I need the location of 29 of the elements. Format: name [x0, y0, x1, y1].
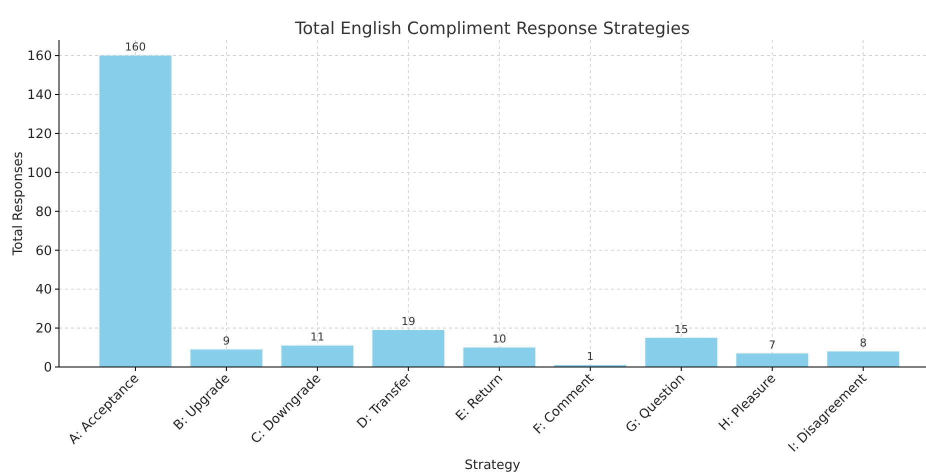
bar	[281, 346, 354, 367]
data-label: 160	[124, 40, 146, 54]
y-tick-label: 40	[35, 282, 52, 298]
data-label: 8	[860, 336, 867, 350]
data-label: 19	[401, 315, 416, 328]
y-tick-label: 60	[35, 244, 52, 259]
y-tick-label: 120	[27, 126, 52, 142]
bar	[190, 349, 262, 367]
y-tick-label: 80	[35, 204, 52, 220]
bar	[827, 351, 900, 367]
data-label: 11	[310, 330, 324, 344]
y-tick-label: 0	[44, 360, 52, 376]
y-tick-label: 100	[27, 166, 52, 181]
y-tick-label: 140	[27, 88, 52, 104]
y-tick-label: 160	[27, 49, 52, 64]
y-axis-title: Total Responses	[11, 151, 26, 256]
data-label: 7	[768, 338, 776, 352]
bar	[645, 338, 718, 367]
chart-title: Total English Compliment Response Strategies	[294, 19, 690, 39]
data-label: 10	[492, 332, 506, 346]
bar	[463, 348, 536, 367]
data-label: 1	[586, 350, 594, 364]
data-label: 15	[674, 322, 688, 336]
bar	[372, 330, 444, 367]
x-axis-title: Strategy	[464, 458, 521, 472]
data-label: 9	[222, 334, 230, 348]
bar	[99, 56, 172, 367]
y-tick-label: 20	[35, 322, 52, 337]
bar	[736, 353, 808, 367]
